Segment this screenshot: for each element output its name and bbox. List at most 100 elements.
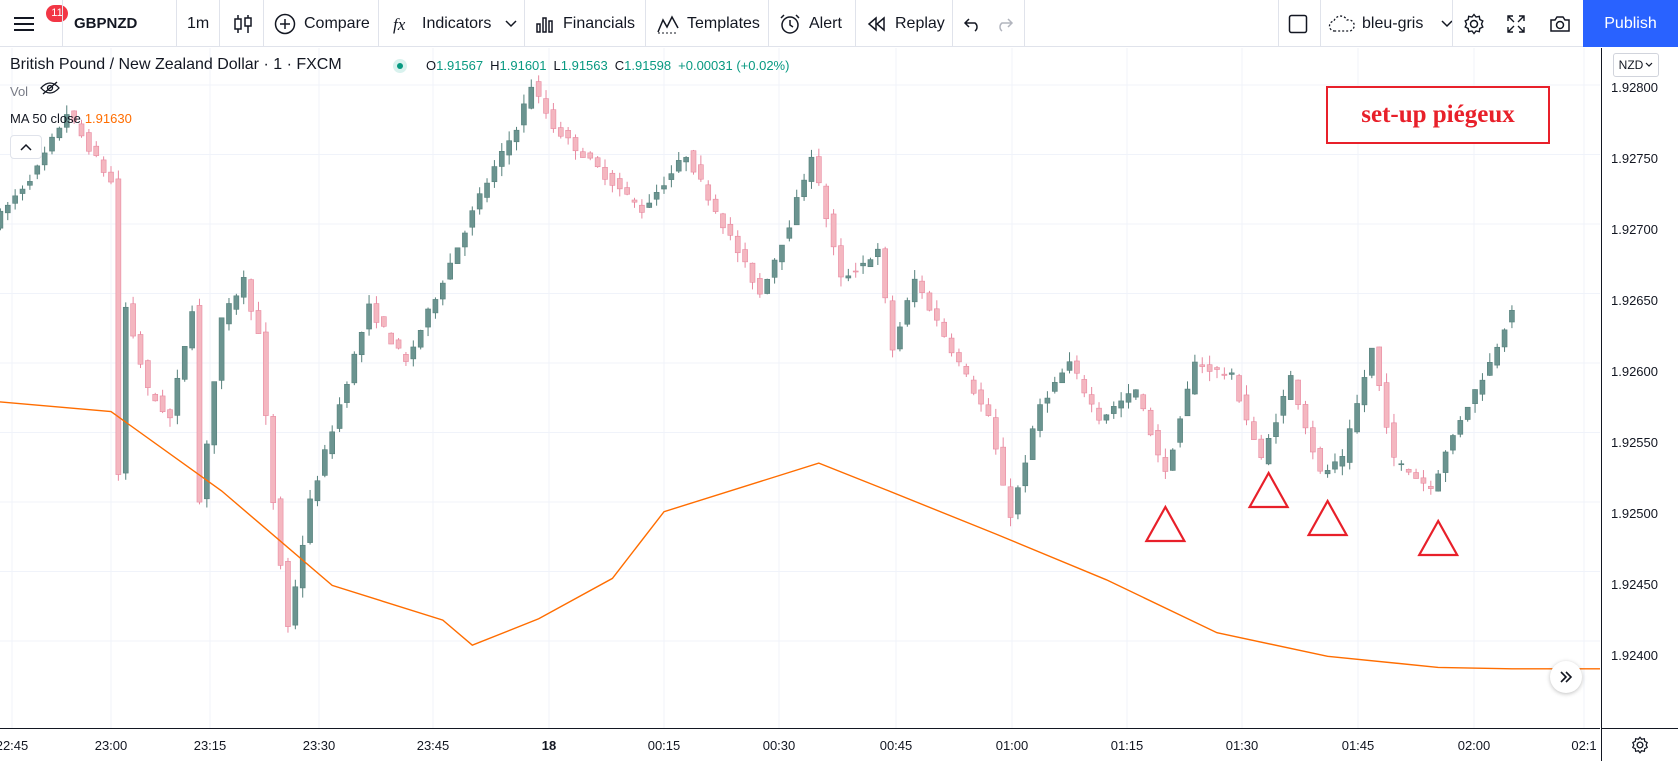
- publish-button[interactable]: Publish: [1583, 0, 1678, 47]
- price-label: 1.92700: [1611, 222, 1658, 237]
- candle-body: [1199, 364, 1206, 367]
- redo-icon: [999, 17, 1014, 32]
- candle-body: [1287, 375, 1294, 400]
- candle-body: [1280, 396, 1287, 416]
- main-menu-button[interactable]: 11: [14, 0, 68, 47]
- templates-button[interactable]: Templates: [657, 0, 760, 47]
- candle-body: [852, 270, 859, 273]
- candle-body: [189, 311, 195, 349]
- scroll-to-realtime-button[interactable]: [1550, 661, 1582, 693]
- chart-type-button[interactable]: [233, 0, 253, 47]
- price-plot[interactable]: [0, 48, 1600, 728]
- candle-body: [1317, 448, 1324, 472]
- time-label-day: 18: [541, 738, 557, 753]
- price-label: 1.92550: [1611, 435, 1658, 450]
- volume-indicator-label[interactable]: Vol: [10, 84, 29, 99]
- candle-body: [1310, 427, 1316, 453]
- candle-body: [1051, 382, 1058, 392]
- candle-body: [727, 223, 734, 236]
- candle-body: [388, 332, 394, 345]
- layout-name-dropdown[interactable]: bleu-gris: [1328, 0, 1453, 47]
- candle-body: [624, 187, 630, 195]
- axis-settings-button[interactable]: [1601, 728, 1678, 761]
- gear-icon: [1464, 12, 1484, 35]
- market-status-dot[interactable]: [393, 59, 407, 73]
- candle-body: [299, 544, 306, 589]
- candle-body: [454, 247, 461, 264]
- currency-selector[interactable]: NZD: [1613, 53, 1659, 77]
- plus-circle-icon: [274, 13, 296, 34]
- time-label: 00:30: [762, 738, 796, 753]
- candle-body: [12, 195, 18, 204]
- candle-body: [403, 354, 409, 362]
- compare-button[interactable]: Compare: [274, 0, 370, 47]
- time-label: 22:45: [0, 738, 29, 753]
- candle-body: [255, 310, 262, 334]
- chevron-up-icon: [20, 143, 32, 151]
- candle-body: [1391, 422, 1397, 458]
- alarm-clock-icon: [780, 13, 800, 34]
- candle-body: [439, 282, 446, 300]
- fullscreen-button[interactable]: [1506, 0, 1526, 47]
- replay-button[interactable]: Replay: [867, 0, 945, 47]
- candle-body: [698, 164, 704, 180]
- candle-body: [152, 394, 159, 402]
- snapshot-button[interactable]: [1549, 0, 1571, 47]
- candle-body: [19, 188, 26, 194]
- redo-button[interactable]: [994, 0, 1014, 47]
- close-key: C: [614, 58, 625, 73]
- candle-body: [41, 152, 48, 166]
- candle-body: [1487, 362, 1493, 376]
- collapse-legend-button[interactable]: [10, 135, 42, 159]
- candle-body: [108, 171, 114, 183]
- indicators-button[interactable]: fx Indicators: [392, 0, 491, 47]
- candle-body: [565, 130, 571, 139]
- candle-body: [1192, 361, 1198, 395]
- candle-body: [941, 321, 947, 337]
- candle-body: [1339, 456, 1346, 467]
- chart-pane[interactable]: [0, 48, 1600, 728]
- time-label: 23:45: [416, 738, 450, 753]
- candle-body: [550, 109, 557, 129]
- candle-body: [506, 140, 512, 156]
- candle-body: [926, 292, 933, 311]
- triangle-marker: [1306, 498, 1349, 537]
- alert-button[interactable]: Alert: [779, 0, 842, 47]
- symbol-search-button[interactable]: GBPNZD: [74, 15, 138, 32]
- time-axis[interactable]: [0, 728, 1600, 761]
- candle-body: [616, 178, 623, 190]
- time-label: 01:30: [1225, 738, 1259, 753]
- high-key: H: [490, 58, 500, 73]
- candle-body: [705, 184, 712, 201]
- candle-body: [351, 353, 358, 384]
- financials-label: Financials: [563, 14, 636, 32]
- symbol-title: British Pound / New Zealand Dollar · 1 ·…: [10, 56, 342, 73]
- annotation-text-box[interactable]: set-up piégeux: [1326, 86, 1550, 144]
- candle-body: [1457, 420, 1464, 435]
- candle-body: [130, 303, 136, 337]
- candle-body: [292, 586, 299, 626]
- undo-button[interactable]: [963, 0, 983, 47]
- chevron-down-icon: [1441, 19, 1453, 27]
- candle-body: [336, 404, 343, 429]
- indicators-dropdown-button[interactable]: [505, 0, 517, 47]
- candle-body: [1273, 422, 1279, 437]
- hidden-eye-icon[interactable]: [40, 81, 60, 100]
- candle-body: [322, 449, 328, 476]
- price-label: 1.92750: [1611, 151, 1658, 166]
- candle-body: [557, 127, 564, 137]
- candle-body: [543, 98, 549, 114]
- candle-body: [1265, 438, 1272, 465]
- candle-body: [1140, 394, 1147, 410]
- candle-body: [1236, 375, 1242, 402]
- layout-button[interactable]: [1288, 0, 1308, 47]
- ma-indicator-legend[interactable]: MA 50 close 1.91630: [10, 111, 132, 126]
- interval-button[interactable]: 1m: [187, 14, 210, 32]
- candle-body: [661, 185, 667, 190]
- candle-body: [204, 443, 210, 500]
- price-axis[interactable]: [1601, 48, 1678, 728]
- financials-button[interactable]: Financials: [535, 0, 635, 47]
- candle-body: [1007, 486, 1014, 518]
- price-label: 1.92450: [1611, 577, 1658, 592]
- settings-button[interactable]: [1463, 0, 1485, 47]
